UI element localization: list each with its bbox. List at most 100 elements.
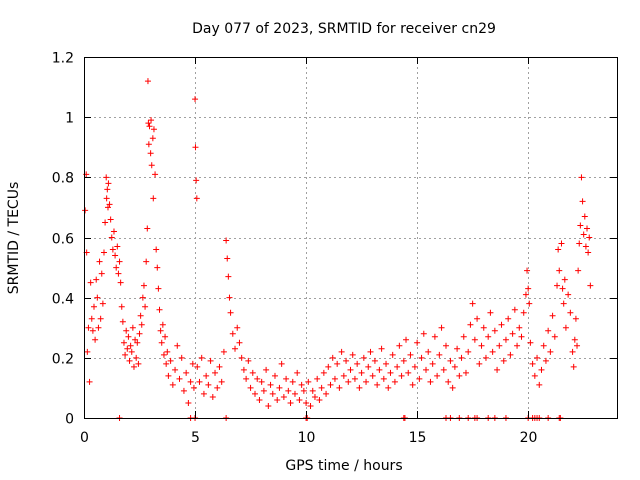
data-point bbox=[149, 135, 156, 142]
data-point bbox=[427, 378, 434, 385]
data-point bbox=[436, 351, 443, 358]
data-point bbox=[423, 366, 430, 373]
data-point bbox=[407, 351, 414, 358]
data-point bbox=[394, 363, 401, 370]
data-point bbox=[518, 333, 525, 340]
data-point bbox=[465, 348, 472, 355]
data-point bbox=[471, 336, 478, 343]
data-point bbox=[116, 258, 123, 265]
data-point bbox=[155, 285, 162, 292]
data-point bbox=[514, 342, 521, 349]
x-axis-label: GPS time / hours bbox=[285, 458, 402, 474]
data-point bbox=[440, 366, 447, 373]
data-point bbox=[113, 264, 120, 271]
data-point bbox=[516, 324, 523, 331]
data-point bbox=[527, 339, 534, 346]
data-point bbox=[340, 372, 347, 379]
data-point bbox=[549, 312, 556, 319]
data-point bbox=[320, 369, 327, 376]
x-tick-label: 15 bbox=[409, 430, 427, 446]
data-point bbox=[531, 372, 538, 379]
data-point bbox=[572, 315, 579, 322]
data-point bbox=[130, 363, 137, 370]
data-point bbox=[232, 345, 239, 352]
data-point bbox=[267, 381, 274, 388]
data-point bbox=[148, 162, 155, 169]
data-point bbox=[205, 381, 212, 388]
data-point bbox=[104, 186, 111, 193]
data-point bbox=[150, 126, 157, 133]
data-point bbox=[84, 348, 91, 355]
data-point bbox=[582, 243, 589, 250]
data-point bbox=[172, 366, 179, 373]
data-point bbox=[580, 231, 587, 238]
data-point bbox=[183, 369, 190, 376]
data-point bbox=[467, 321, 474, 328]
data-point bbox=[354, 360, 361, 367]
data-point bbox=[524, 267, 531, 274]
data-point bbox=[148, 117, 155, 124]
data-point bbox=[119, 318, 126, 325]
data-point bbox=[274, 396, 281, 403]
data-point bbox=[112, 252, 119, 259]
data-point bbox=[442, 342, 449, 349]
data-point bbox=[525, 285, 532, 292]
data-point bbox=[383, 360, 390, 367]
data-point bbox=[358, 369, 365, 376]
data-point bbox=[86, 378, 93, 385]
data-point bbox=[209, 393, 216, 400]
data-point bbox=[409, 381, 416, 388]
data-point bbox=[498, 321, 505, 328]
data-point bbox=[363, 378, 370, 385]
x-tick-labels: 0 5 10 15 20 bbox=[80, 430, 537, 446]
data-point bbox=[97, 315, 104, 322]
data-point bbox=[194, 363, 201, 370]
grid-lines bbox=[84, 57, 617, 418]
data-point bbox=[314, 375, 321, 382]
data-point bbox=[460, 333, 467, 340]
data-point bbox=[263, 366, 270, 373]
data-point bbox=[560, 300, 567, 307]
data-point bbox=[318, 384, 325, 391]
y-tick-label: 0.4 bbox=[52, 292, 74, 308]
data-point bbox=[196, 378, 203, 385]
data-point bbox=[502, 336, 509, 343]
data-point bbox=[227, 309, 234, 316]
data-point bbox=[139, 294, 146, 301]
data-point bbox=[153, 246, 160, 253]
data-point bbox=[429, 360, 436, 367]
data-point bbox=[367, 348, 374, 355]
data-point bbox=[494, 366, 501, 373]
data-point bbox=[380, 375, 387, 382]
data-point bbox=[554, 282, 561, 289]
data-point bbox=[584, 225, 591, 232]
data-point bbox=[376, 366, 383, 373]
data-point bbox=[103, 195, 110, 202]
data-point bbox=[92, 336, 99, 343]
data-point bbox=[189, 360, 196, 367]
data-point bbox=[476, 360, 483, 367]
data-point bbox=[154, 264, 161, 271]
data-point bbox=[157, 327, 164, 334]
data-point bbox=[316, 396, 323, 403]
data-point bbox=[294, 369, 301, 376]
data-point bbox=[162, 333, 169, 340]
data-point bbox=[347, 366, 354, 373]
data-point bbox=[145, 141, 152, 148]
data-point bbox=[240, 366, 247, 373]
data-point bbox=[134, 339, 141, 346]
chart-title: Day 077 of 2023, SRMTID for receiver cn2… bbox=[192, 21, 496, 37]
data-point bbox=[576, 240, 583, 247]
data-point bbox=[447, 357, 454, 364]
data-point bbox=[103, 174, 110, 181]
data-point bbox=[389, 351, 396, 358]
data-point bbox=[117, 279, 124, 286]
data-point bbox=[225, 273, 232, 280]
data-point bbox=[90, 303, 97, 310]
data-point bbox=[565, 291, 572, 298]
data-point bbox=[323, 390, 330, 397]
data-point bbox=[289, 378, 296, 385]
data-point bbox=[118, 303, 125, 310]
data-point bbox=[474, 315, 481, 322]
data-point bbox=[400, 357, 407, 364]
